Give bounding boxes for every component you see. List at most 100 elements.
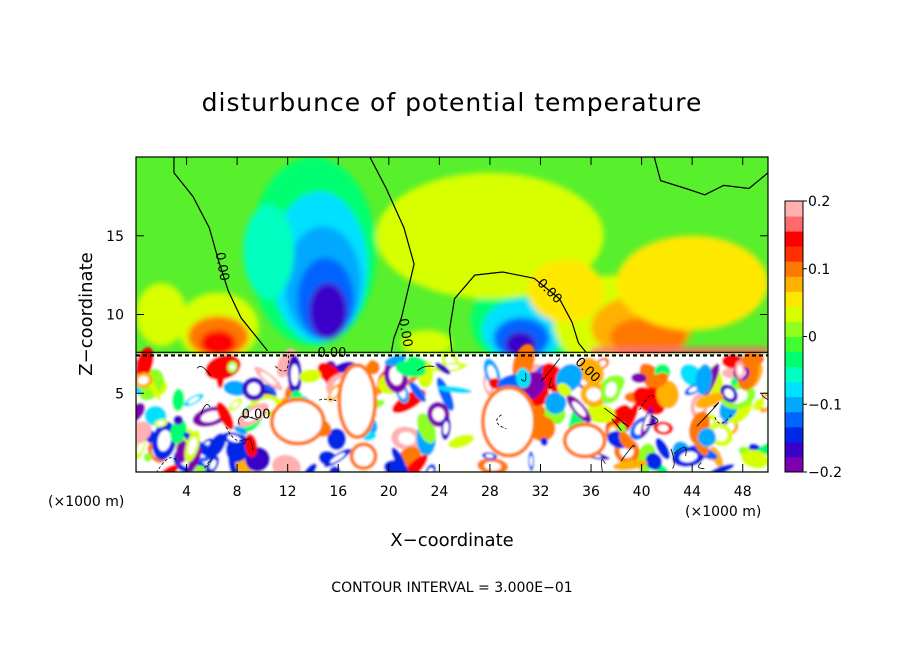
colorbar-swatch [785, 441, 803, 458]
x-axis-label: X−coordinate [390, 530, 513, 551]
contour-line [653, 157, 768, 196]
turbulence-core [137, 376, 149, 385]
turbulence-eddy [299, 368, 322, 384]
turbulence-eddy [697, 428, 716, 447]
contour-line [714, 413, 733, 424]
contour-line [603, 407, 629, 427]
turbulence-core [137, 440, 144, 454]
turbulence-core [713, 427, 728, 441]
chart-title: disturbunce of potential temperature [202, 88, 703, 117]
turbulence-eddy [631, 373, 647, 383]
turbulence-core [688, 386, 699, 393]
turbulence-core [290, 364, 299, 386]
turbulence-eddy [436, 377, 454, 411]
turbulence-eddy [136, 347, 154, 380]
turbulence-core [657, 424, 669, 432]
colorbar-swatch [785, 261, 803, 277]
x-tick-label: 4 [182, 484, 191, 500]
turbulence-core [643, 413, 651, 431]
turbulence-core [432, 407, 445, 422]
colorbar-swatch [785, 351, 803, 368]
contour-line [620, 444, 635, 462]
field-blob [401, 330, 452, 356]
colorbar-swatch [785, 396, 803, 413]
y-axis: 5 10 15 [106, 229, 768, 402]
contour-line [698, 462, 705, 470]
turbulence-eddy [435, 362, 451, 375]
turbulence-core [157, 429, 171, 452]
contour-line [416, 365, 435, 372]
colorbar-tick-label: −0.2 [808, 465, 842, 481]
turbulence-eddy [409, 381, 426, 403]
field-blob [309, 283, 348, 340]
colorbar-swatch [785, 246, 803, 262]
turbulence-eddy [515, 368, 531, 389]
turbulence-eddy [612, 459, 648, 471]
field-blob [200, 330, 236, 356]
colorbar-swatch [785, 231, 803, 247]
turbulence-eddy [303, 463, 317, 472]
colorbar-swatch [785, 336, 803, 353]
contour-line [548, 377, 554, 389]
upper-field [136, 157, 768, 370]
plot-area: 0.000.000.000.000.000.00 [136, 157, 768, 472]
lower-field [136, 343, 768, 472]
turbulence-eddy [625, 402, 639, 431]
white-swirl [562, 422, 607, 459]
turbulence-core [605, 381, 617, 398]
turbulence-eddy [708, 464, 735, 472]
contour-line [696, 402, 719, 427]
colorbar-swatch [785, 366, 803, 383]
x-unit-right: (×1000 m) [685, 504, 761, 520]
turbulence-core [487, 365, 497, 381]
x-axis: 4 8 12 16 20 24 28 32 36 40 44 48 [182, 157, 752, 500]
turbulence-eddy [169, 419, 188, 444]
turbulence-eddy [557, 383, 572, 398]
contour-line [225, 426, 246, 442]
x-tick-label: 24 [430, 484, 448, 500]
contour-line [318, 398, 337, 401]
contour-line [243, 438, 254, 451]
field-blob [616, 235, 768, 331]
turbulence-eddy [272, 454, 301, 472]
turbulence-core [398, 432, 416, 446]
field-blob [243, 204, 294, 299]
turbulence-eddy [233, 426, 248, 435]
contour-line [639, 394, 654, 411]
turbulence-eddy [695, 392, 724, 409]
x-tick-label: 16 [329, 484, 347, 500]
colorbar-tick-label: −0.1 [808, 397, 842, 413]
turbulence-core [157, 420, 165, 426]
colorbar-swatch [785, 201, 803, 217]
turbulence-eddy [488, 378, 501, 389]
turbulence-eddy [655, 437, 670, 460]
turbulence-eddy [578, 357, 605, 385]
colorbar-swatch [785, 456, 803, 473]
turbulence-core [443, 421, 449, 435]
contour-line [520, 373, 527, 382]
x-tick-label: 28 [481, 484, 499, 500]
y-tick-label: 15 [106, 229, 124, 245]
turbulence-core [586, 387, 601, 402]
turbulence-core [260, 372, 277, 386]
turbulence-core [244, 408, 262, 422]
turbulence-eddy [391, 447, 406, 471]
y-axis-label: Z−coordinate [76, 252, 97, 375]
turbulence-eddy [740, 449, 768, 469]
x-unit-left: (×1000 m) [48, 494, 124, 510]
contour-line [611, 418, 622, 431]
turbulence-eddy [585, 403, 616, 424]
colorbar-swatch [785, 426, 803, 443]
contour-line [204, 457, 213, 469]
turbulence-eddy [223, 380, 249, 396]
turbulence-eddy [436, 385, 472, 394]
colorbar-tick-label: 0.2 [808, 194, 830, 210]
turbulence-eddy [540, 437, 548, 446]
turbulence-core [679, 451, 698, 463]
colorbar-tick-label: 0 [808, 330, 817, 346]
y-tick-label: 10 [106, 308, 124, 324]
x-tick-label: 44 [683, 484, 701, 500]
colorbar-tick-label: 0.1 [808, 262, 830, 278]
colorbar-swatch [785, 291, 803, 307]
